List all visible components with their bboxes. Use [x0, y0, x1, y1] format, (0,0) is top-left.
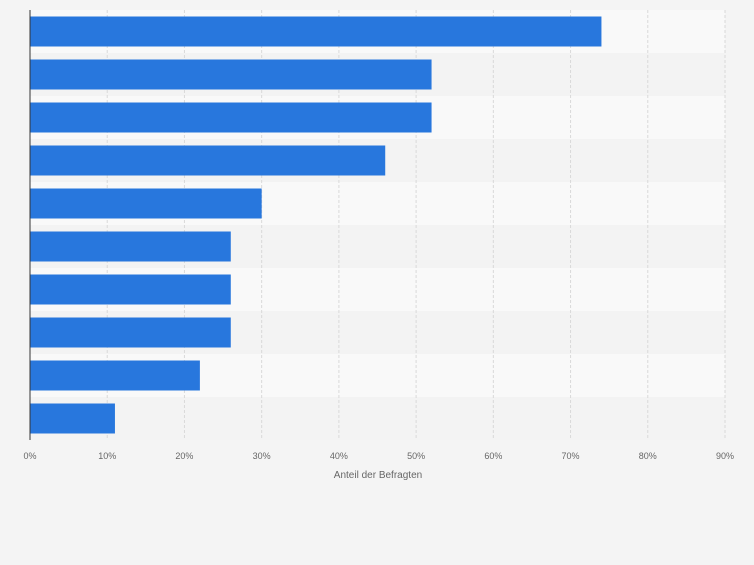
x-tick-label: 50%: [407, 451, 425, 461]
bars: [30, 16, 602, 434]
x-tick-label: 0%: [23, 451, 36, 461]
bar[interactable]: [30, 231, 231, 262]
bar[interactable]: [30, 274, 231, 305]
row-band: [30, 397, 725, 440]
x-tick-label: 20%: [175, 451, 193, 461]
bar[interactable]: [30, 188, 262, 219]
bar[interactable]: [30, 59, 432, 90]
x-tick-label: 90%: [716, 451, 734, 461]
x-tick-label: 10%: [98, 451, 116, 461]
x-tick-label: 30%: [253, 451, 271, 461]
bar[interactable]: [30, 317, 231, 348]
bar[interactable]: [30, 16, 602, 47]
x-axis-title: Anteil der Befragten: [334, 470, 422, 481]
bar[interactable]: [30, 403, 115, 434]
bar[interactable]: [30, 102, 432, 133]
x-tick-label: 70%: [562, 451, 580, 461]
bar[interactable]: [30, 360, 200, 391]
x-tick-labels: 0% 10% 20% 30% 40% 50% 60% 70% 80% 90%: [23, 451, 734, 461]
x-tick-label: 80%: [639, 451, 657, 461]
x-tick-label: 40%: [330, 451, 348, 461]
x-tick-label: 60%: [484, 451, 502, 461]
bar[interactable]: [30, 145, 386, 176]
